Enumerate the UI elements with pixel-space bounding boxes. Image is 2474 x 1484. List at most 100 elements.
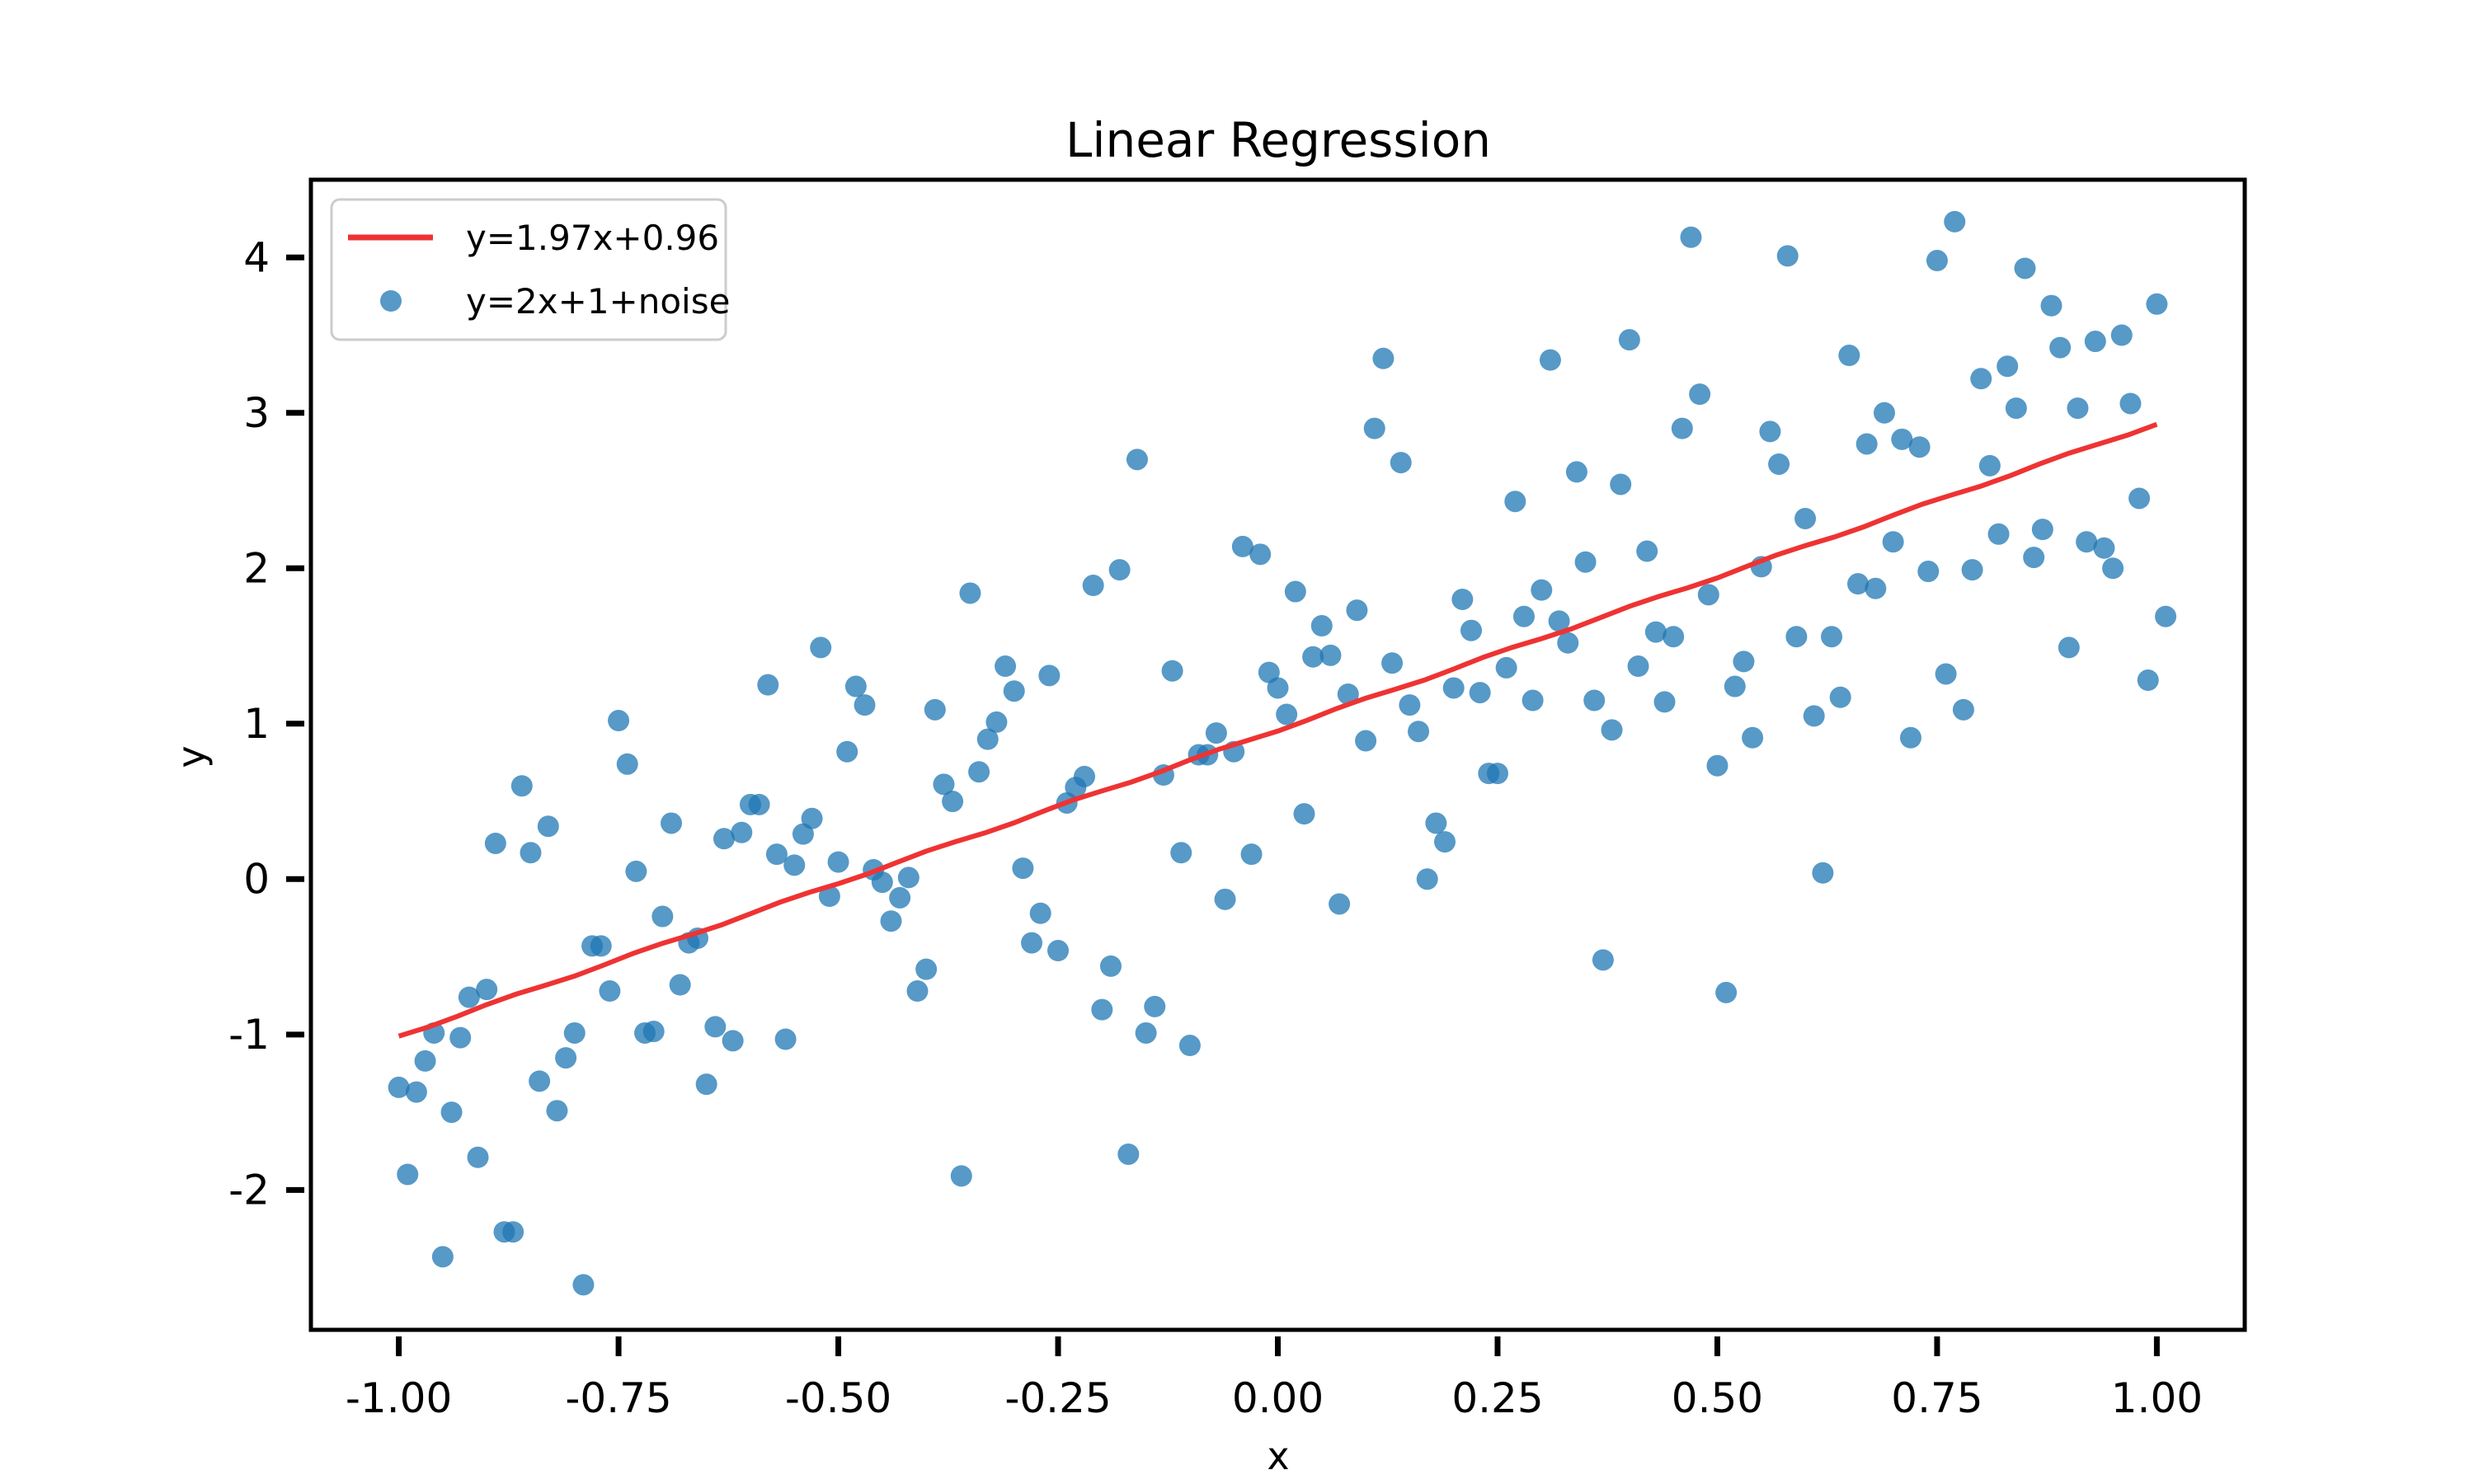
data-point	[2067, 397, 2088, 419]
data-point	[995, 655, 1016, 677]
data-point	[985, 711, 1007, 733]
data-point	[1909, 436, 1931, 458]
data-point	[1381, 652, 1403, 674]
data-point	[1733, 650, 1754, 672]
data-point	[1109, 559, 1131, 580]
data-point	[1602, 719, 1623, 740]
x-tick-label: 1.00	[2111, 1374, 2203, 1422]
x-tick-label: -1.00	[346, 1374, 452, 1422]
data-point	[1592, 949, 1614, 970]
y-tick-label: 4	[243, 233, 270, 281]
data-point	[810, 636, 831, 658]
chart-legend: y=1.97x+0.96 y=2x+1+noise	[332, 200, 730, 340]
data-point	[1628, 655, 1649, 677]
data-point	[2111, 325, 2133, 346]
data-point	[590, 935, 612, 956]
data-point	[1504, 491, 1526, 512]
data-point	[1566, 461, 1587, 482]
data-point	[749, 794, 770, 815]
plot-frame	[311, 180, 2245, 1330]
chart-title: Linear Regression	[1065, 112, 1491, 168]
data-point	[854, 694, 876, 716]
data-point	[2006, 397, 2027, 419]
data-point	[704, 1016, 726, 1037]
data-point	[1926, 250, 1948, 271]
data-point	[1408, 721, 1429, 742]
data-point	[2119, 392, 2141, 414]
data-point	[397, 1163, 418, 1185]
data-point	[951, 1165, 972, 1186]
data-point	[1434, 831, 1456, 852]
data-point	[651, 906, 673, 928]
data-point	[1830, 687, 1851, 708]
data-point	[2155, 606, 2176, 627]
data-point	[2146, 294, 2167, 315]
y-tick-label: -1	[228, 1011, 270, 1059]
y-tick-label: 2	[243, 544, 270, 592]
data-point	[406, 1082, 427, 1103]
regression-fit-line	[399, 425, 2157, 1036]
y-tick-label: 1	[243, 700, 270, 748]
data-point	[1170, 842, 1192, 863]
data-point	[1689, 383, 1710, 405]
data-point	[2058, 636, 2080, 658]
legend-fit-line-label: y=1.97x+0.96	[466, 218, 719, 258]
data-point	[1311, 615, 1333, 636]
data-point	[1241, 843, 1263, 865]
data-point	[1997, 355, 2018, 377]
data-point	[1988, 524, 2010, 545]
data-point	[915, 959, 937, 980]
data-point	[872, 871, 893, 893]
data-point	[696, 1073, 717, 1095]
data-point	[1962, 559, 1983, 580]
data-point	[1812, 862, 1833, 884]
data-point	[1100, 956, 1122, 977]
data-point	[1759, 420, 1780, 442]
data-point	[1012, 857, 1033, 879]
data-point	[1417, 868, 1438, 890]
data-point	[1522, 690, 1544, 711]
data-point	[906, 980, 928, 1002]
data-point	[643, 1021, 665, 1042]
data-point	[1944, 211, 1965, 232]
data-point	[1293, 803, 1315, 824]
data-point	[2128, 487, 2150, 509]
legend-points-swatch	[380, 290, 402, 312]
data-point	[2093, 538, 2114, 559]
data-point	[1575, 552, 1597, 573]
y-tick-label: 3	[243, 389, 270, 437]
data-point	[1126, 448, 1148, 470]
data-point	[468, 1147, 489, 1168]
data-point	[1715, 982, 1737, 1003]
data-point	[1821, 626, 1842, 647]
x-tick-label: -0.50	[785, 1374, 891, 1422]
data-point	[1935, 663, 1957, 684]
data-point	[2085, 331, 2106, 352]
data-point	[1144, 996, 1165, 1017]
data-point	[1390, 452, 1412, 473]
data-point	[546, 1100, 567, 1121]
data-point	[1540, 350, 1561, 371]
data-point	[1953, 699, 1974, 721]
data-point	[731, 822, 752, 843]
data-point	[1372, 348, 1394, 369]
data-point	[1619, 329, 1640, 350]
data-point	[449, 1027, 471, 1049]
data-point	[757, 674, 778, 696]
data-point	[1680, 227, 1701, 248]
data-point	[1583, 690, 1605, 711]
data-point	[1487, 763, 1508, 784]
x-axis-label: x	[1267, 1434, 1289, 1478]
data-point	[1364, 418, 1385, 439]
data-point	[1496, 657, 1517, 679]
data-point	[2138, 669, 2159, 691]
data-point	[1979, 455, 2001, 477]
data-point	[1706, 755, 1728, 777]
data-point	[783, 854, 805, 876]
data-point	[1038, 665, 1060, 686]
x-tick-label: 0.75	[1891, 1374, 1982, 1422]
data-point	[538, 815, 559, 837]
data-point	[485, 833, 506, 854]
data-point	[1513, 606, 1535, 627]
data-point	[1900, 727, 1921, 749]
